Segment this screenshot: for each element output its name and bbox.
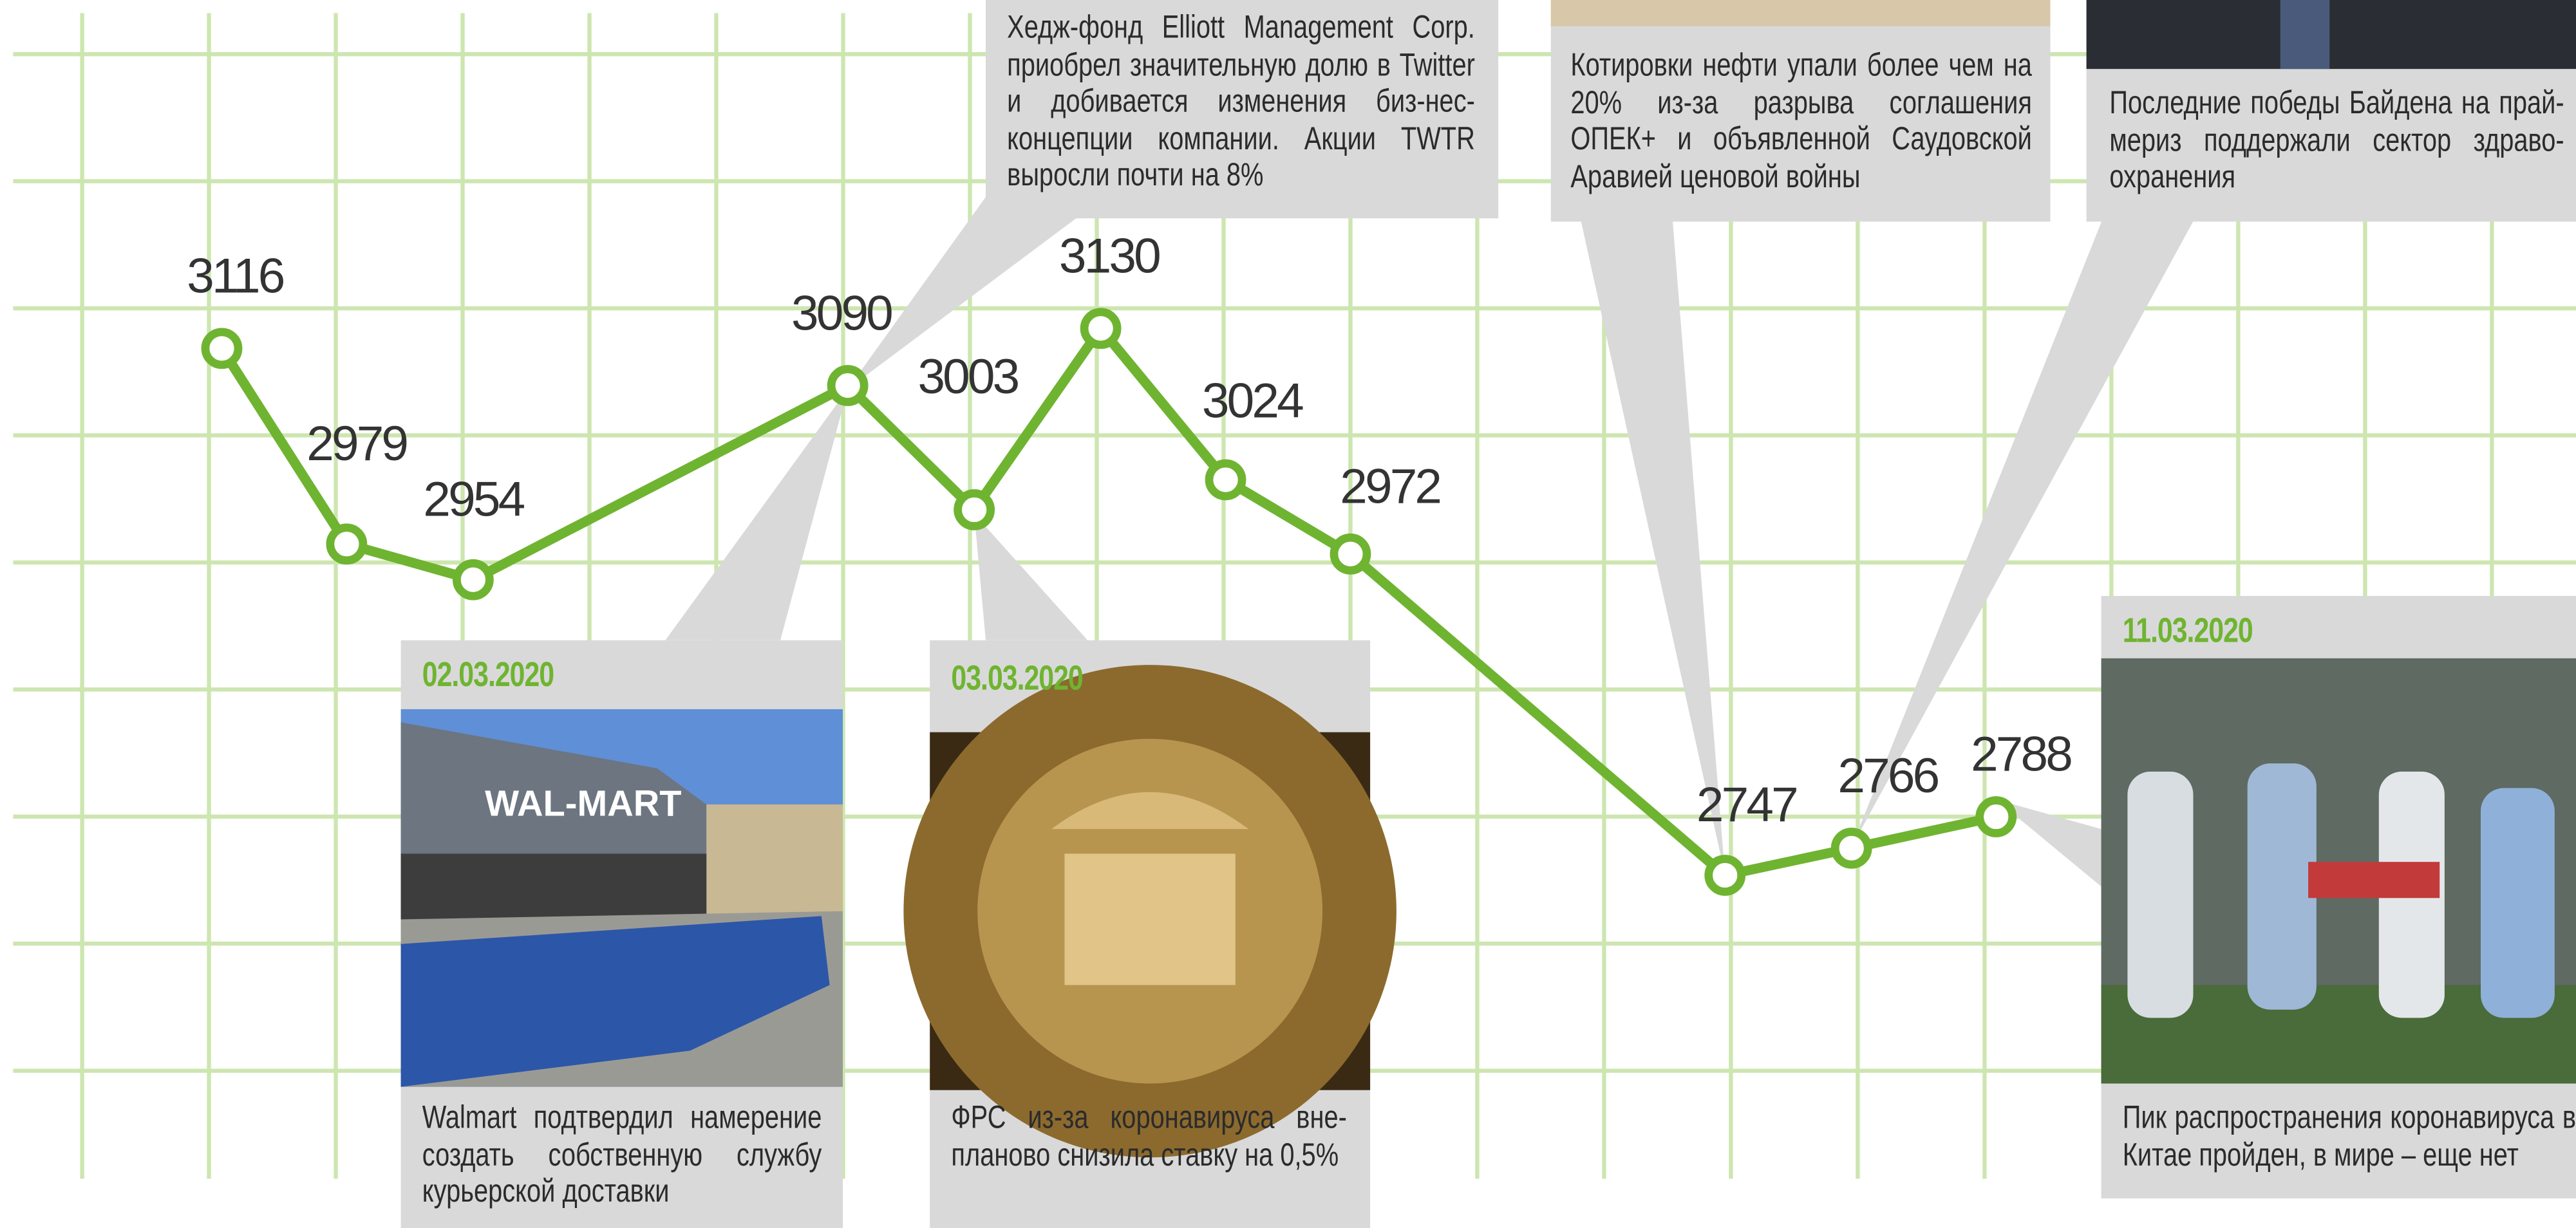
data-label: 2979	[306, 416, 406, 471]
data-label: 3090	[791, 286, 892, 340]
annotation-text: Хедж-фонд Elliott Management Corp. приоб…	[1007, 10, 1475, 195]
data-point	[456, 563, 489, 596]
photo	[1551, 0, 2051, 26]
data-point	[958, 494, 991, 526]
photo	[2087, 0, 2576, 69]
page: WAL-MART 3116 2979 2954 3090 3003 3130 3024 297…	[0, 0, 2576, 1228]
pointer	[665, 389, 847, 640]
data-point	[1980, 801, 2013, 833]
data-label: 2954	[423, 472, 524, 526]
data-point	[1334, 537, 1367, 570]
data-point	[205, 332, 238, 365]
data-point	[1084, 312, 1117, 345]
photo	[2101, 658, 2576, 1084]
photo: WAL-MART	[401, 709, 843, 1087]
photo-detail	[2280, 0, 2330, 69]
annotation-text: ФРС из-за коронавируса вне-планово снизи…	[951, 1100, 1346, 1174]
data-label: 2766	[1838, 749, 1938, 803]
callout-pointers	[665, 197, 2195, 886]
data-label: 3024	[1202, 374, 1303, 429]
svg-text:WAL-MART: WAL-MART	[485, 783, 681, 824]
photo	[903, 665, 1396, 1157]
data-label: 2972	[1340, 460, 1440, 514]
annotation-text: Пик распространения коронавируса в Китае…	[2123, 1100, 2576, 1174]
data-point	[330, 528, 363, 561]
annotation-text: Последние победы Байдена на прай-мериз п…	[2109, 86, 2564, 197]
pointer	[974, 514, 1087, 640]
annotation-date: 11.03.2020	[2123, 612, 2253, 651]
annotation-date: 03.03.2020	[951, 660, 1082, 699]
data-label: 3116	[187, 249, 284, 304]
annotation-text: Walmart подтвердил намерение создать соб…	[422, 1100, 822, 1211]
data-point	[1835, 832, 1868, 864]
data-label: 2747	[1697, 777, 1796, 832]
data-point	[1709, 859, 1742, 891]
data-label: 2788	[1971, 727, 2071, 782]
data-label: 3003	[917, 349, 1018, 404]
data-point	[831, 369, 864, 402]
data-label: 3130	[1059, 229, 1160, 284]
annotation-date: 02.03.2020	[422, 656, 554, 696]
data-point	[1209, 463, 1242, 496]
annotation-text: Котировки нефти упали более чем на 20% и…	[1570, 48, 2032, 196]
infographic: WAL-MART 3116 2979 2954 3090 3003 3130 3024 297…	[0, 0, 2576, 1228]
